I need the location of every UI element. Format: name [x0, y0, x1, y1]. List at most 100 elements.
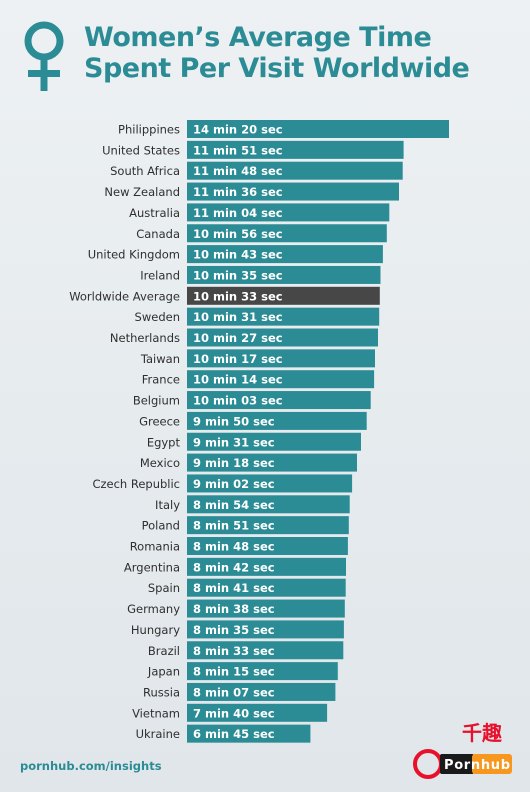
title-line-2: Spent Per Visit Worldwide: [84, 53, 470, 84]
value-label: 11 min 51 sec: [193, 143, 283, 157]
category-label: United Kingdom: [88, 248, 180, 262]
source-link[interactable]: pornhub.com/insights: [20, 759, 162, 773]
bar-belgium: [187, 391, 371, 410]
bar-mexico: [187, 453, 357, 472]
bar-japan: [187, 662, 338, 681]
header: Women’s Average Time Spent Per Visit Wor…: [0, 0, 530, 100]
value-label: 11 min 36 sec: [193, 185, 283, 199]
category-label: Hungary: [131, 623, 180, 637]
value-label: 8 min 35 sec: [193, 623, 275, 637]
category-label: Brazil: [148, 644, 180, 658]
bar-greece: [187, 411, 367, 430]
bar-australia: [187, 203, 390, 222]
bar-worldwide-average: [187, 286, 380, 305]
bar-new-zealand: [187, 182, 399, 201]
category-label: Romania: [130, 540, 180, 554]
value-label: 10 min 17 sec: [193, 352, 283, 366]
value-label: 10 min 33 sec: [193, 289, 283, 303]
value-label: 14 min 20 sec: [193, 123, 283, 137]
venus-icon: [24, 21, 64, 91]
category-label: Belgium: [133, 394, 180, 408]
value-label: 10 min 35 sec: [193, 268, 283, 282]
category-label: New Zealand: [104, 185, 180, 199]
value-label: 11 min 48 sec: [193, 164, 283, 178]
title-line-1: Women’s Average Time: [84, 22, 432, 53]
bar-united-kingdom: [187, 245, 383, 264]
bar-united-states: [187, 140, 404, 159]
value-label: 8 min 33 sec: [193, 644, 275, 658]
category-label: Russia: [143, 685, 180, 699]
category-label: Australia: [129, 206, 180, 220]
category-label: Mexico: [140, 456, 180, 470]
value-label: 8 min 54 sec: [193, 498, 275, 512]
category-label: Ukraine: [136, 727, 180, 741]
category-label: Sweden: [135, 310, 180, 324]
bar-spain: [187, 578, 346, 597]
category-label: France: [142, 373, 180, 387]
value-label: 6 min 45 sec: [193, 727, 275, 741]
category-label: Egypt: [147, 435, 181, 449]
value-label: 10 min 43 sec: [193, 248, 283, 262]
category-label: South Africa: [110, 164, 180, 178]
chart-title: Women’s Average Time Spent Per Visit Wor…: [84, 22, 470, 84]
stamp-text: 千趣: [462, 721, 503, 745]
bar-vietnam: [187, 703, 328, 722]
category-label: Spain: [148, 581, 180, 595]
bar-germany: [187, 599, 345, 618]
value-label: 9 min 02 sec: [193, 477, 275, 491]
category-label: Germany: [127, 602, 180, 616]
value-label: 8 min 07 sec: [193, 685, 275, 699]
bar-russia: [187, 682, 336, 701]
value-label: 10 min 56 sec: [193, 227, 283, 241]
bar-france: [187, 370, 375, 389]
category-label: Philippines: [118, 123, 180, 137]
value-label: 10 min 03 sec: [193, 394, 283, 408]
bar-south-africa: [187, 161, 403, 180]
category-label: Poland: [142, 519, 180, 533]
category-label: Japan: [147, 665, 180, 679]
bar-hungary: [187, 620, 344, 639]
bar-brazil: [187, 641, 344, 660]
value-label: 7 min 40 sec: [193, 706, 275, 720]
bar-italy: [187, 495, 350, 514]
bar-netherlands: [187, 328, 378, 347]
category-label: Canada: [136, 227, 180, 241]
category-label: Czech Republic: [92, 477, 180, 491]
bar-ireland: [187, 265, 381, 284]
logo-text: Pornhub: [444, 758, 510, 773]
value-label: 10 min 14 sec: [193, 373, 283, 387]
bar-romania: [187, 537, 348, 555]
bar-egypt: [187, 432, 361, 451]
value-label: 8 min 15 sec: [193, 665, 275, 679]
watermark-logo: Pornhub 千趣: [413, 721, 512, 779]
bar-philippines: [187, 120, 449, 138]
category-label: Taiwan: [140, 352, 180, 366]
category-label: Argentina: [124, 560, 180, 574]
value-label: 9 min 50 sec: [193, 414, 275, 428]
bar-sweden: [187, 307, 380, 326]
value-label: 10 min 27 sec: [193, 331, 283, 345]
category-label: Worldwide Average: [69, 289, 180, 303]
category-label: Ireland: [140, 268, 180, 282]
category-label: United States: [102, 143, 180, 157]
value-label: 8 min 48 sec: [193, 540, 275, 554]
bar-czech-republic: [187, 474, 353, 493]
value-label: 11 min 04 sec: [193, 206, 283, 220]
value-label: 9 min 18 sec: [193, 456, 275, 470]
category-label: Greece: [139, 414, 180, 428]
category-label: Italy: [155, 498, 180, 512]
value-label: 8 min 42 sec: [193, 560, 275, 574]
value-label: 8 min 38 sec: [193, 602, 275, 616]
bar-poland: [187, 516, 349, 535]
value-label: 8 min 51 sec: [193, 519, 275, 533]
category-label: Netherlands: [110, 331, 180, 345]
bar-argentina: [187, 557, 346, 576]
bar-canada: [187, 224, 387, 243]
bar-ukraine: [187, 724, 311, 743]
category-label: Vietnam: [132, 706, 180, 720]
value-label: 8 min 41 sec: [193, 581, 275, 595]
value-label: 10 min 31 sec: [193, 310, 283, 324]
bar-taiwan: [187, 349, 375, 368]
value-label: 9 min 31 sec: [193, 435, 275, 449]
